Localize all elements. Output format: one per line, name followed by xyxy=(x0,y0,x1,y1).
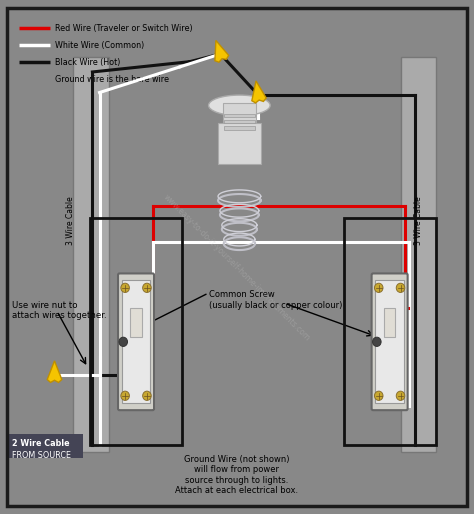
Text: www.easy-to-do-it-yourself-home-improvements.com: www.easy-to-do-it-yourself-home-improvem… xyxy=(162,192,312,342)
FancyBboxPatch shape xyxy=(118,273,154,410)
Bar xyxy=(401,57,436,452)
Bar xyxy=(375,280,404,403)
Bar xyxy=(218,123,261,164)
Bar xyxy=(90,218,182,445)
Bar xyxy=(384,308,395,337)
Circle shape xyxy=(373,337,381,346)
Text: Common Screw
(usually black or copper colour): Common Screw (usually black or copper co… xyxy=(209,290,342,310)
Text: 3 Wire Cable: 3 Wire Cable xyxy=(414,197,422,245)
Bar xyxy=(73,57,109,452)
Circle shape xyxy=(143,391,151,400)
Text: Ground Wire (not shown)
will flow from power
source through to lights.
Attach at: Ground Wire (not shown) will flow from p… xyxy=(175,455,299,495)
Text: Red Wire (Traveler or Switch Wire): Red Wire (Traveler or Switch Wire) xyxy=(55,24,192,33)
Text: Black Wire (Hot): Black Wire (Hot) xyxy=(55,58,120,67)
Circle shape xyxy=(396,391,405,400)
Text: Use wire nut to
attach wires together.: Use wire nut to attach wires together. xyxy=(12,301,107,320)
Bar xyxy=(223,103,256,123)
Bar xyxy=(224,114,255,117)
Bar xyxy=(224,120,255,123)
Ellipse shape xyxy=(209,95,270,116)
FancyBboxPatch shape xyxy=(372,273,408,410)
Bar xyxy=(224,126,255,130)
Circle shape xyxy=(396,283,405,292)
Circle shape xyxy=(119,337,128,346)
Polygon shape xyxy=(47,361,62,382)
Text: White Wire (Common): White Wire (Common) xyxy=(55,41,144,50)
Text: 2 Wire Cable: 2 Wire Cable xyxy=(12,439,70,449)
Polygon shape xyxy=(215,41,228,62)
Bar xyxy=(9,434,83,458)
Circle shape xyxy=(374,283,383,292)
Text: 3 Wire Cable: 3 Wire Cable xyxy=(66,197,74,245)
Bar xyxy=(344,218,436,445)
Circle shape xyxy=(121,391,129,400)
Bar xyxy=(122,280,150,403)
Text: FROM SOURCE: FROM SOURCE xyxy=(12,451,71,461)
Polygon shape xyxy=(252,81,266,103)
Circle shape xyxy=(374,391,383,400)
Text: Ground wire is the bare wire: Ground wire is the bare wire xyxy=(55,75,169,84)
Bar xyxy=(130,308,142,337)
Circle shape xyxy=(143,283,151,292)
Circle shape xyxy=(121,283,129,292)
